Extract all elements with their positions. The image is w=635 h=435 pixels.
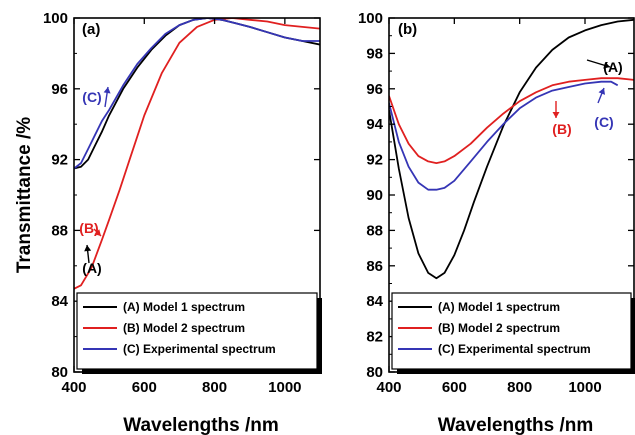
y-axis-title: Transmittance /% [14,117,35,273]
annotation-label: (C) [82,89,101,105]
annotation-arrowhead [103,87,111,94]
legend-box [391,292,632,370]
annotation-label: (B) [552,121,571,137]
panel-label: (a) [82,21,100,38]
series-line-1 [389,18,634,280]
panel-label: (b) [398,21,417,38]
x-tick-label: 400 [376,379,401,396]
y-tick-label: 98 [366,45,383,62]
annotation-label: (C) [594,114,613,130]
legend-entry: (A) Model 1 spectrum [123,300,245,314]
y-tick-label: 86 [366,258,383,275]
y-tick-label: 92 [51,152,68,169]
x-tick-label: 400 [61,379,86,396]
annotation-arrowhead [598,88,606,95]
legend-entry: (B) Model 2 spectrum [123,321,245,335]
y-tick-label: 100 [358,10,383,27]
annotation-arrowhead [94,229,101,236]
x-tick-label: 1000 [268,379,301,396]
y-tick-label: 92 [366,152,383,169]
annotation-arrowhead [552,112,560,118]
annotation-label: (A) [603,59,622,75]
y-tick-label: 88 [51,222,68,239]
x-tick-label: 1000 [568,379,601,396]
panel-a: 80 84 88 92 96 100 400 600 800 1000 Wavelengths /n… [14,10,322,435]
x-tick-label: 600 [132,379,157,396]
legend-entry: (A) Model 1 spectrum [438,300,560,314]
panel-b: 80 82 84 86 88 90 92 94 96 98 100 400 600 800 1000 Wave… [358,10,635,435]
legend-entry: (B) Model 2 spectrum [438,321,560,335]
y-tick-label: 88 [366,222,383,239]
annotation-label: (B) [79,220,98,236]
x-tick-label: 800 [202,379,227,396]
y-tick-label: 82 [366,329,383,346]
x-axis-title: Wavelengths /nm [438,415,594,435]
series-line-2 [389,77,634,165]
y-tick-label: 90 [366,187,383,204]
legend-box [76,292,318,370]
series-line-2 [74,18,320,290]
y-tick-label: 100 [43,10,68,27]
series-line-3 [389,80,619,191]
y-tick-label: 96 [51,81,68,98]
legend-entry: (C) Experimental spectrum [123,342,276,356]
x-tick-label: 600 [442,379,467,396]
annotation-label: (A) [82,260,101,276]
legend-entry: (C) Experimental spectrum [438,342,591,356]
series-line-3 [74,18,320,170]
x-tick-label: 800 [507,379,532,396]
y-tick-label: 96 [366,81,383,98]
series-line-1 [74,18,320,170]
y-tick-label: 80 [51,364,68,381]
annotation-arrowhead [603,61,610,69]
x-axis-title: Wavelengths /nm [123,415,279,435]
y-tick-label: 84 [366,293,383,310]
y-tick-label: 94 [366,116,383,133]
annotation-arrowhead [84,245,92,252]
y-tick-label: 80 [366,364,383,381]
y-tick-label: 84 [51,293,68,310]
